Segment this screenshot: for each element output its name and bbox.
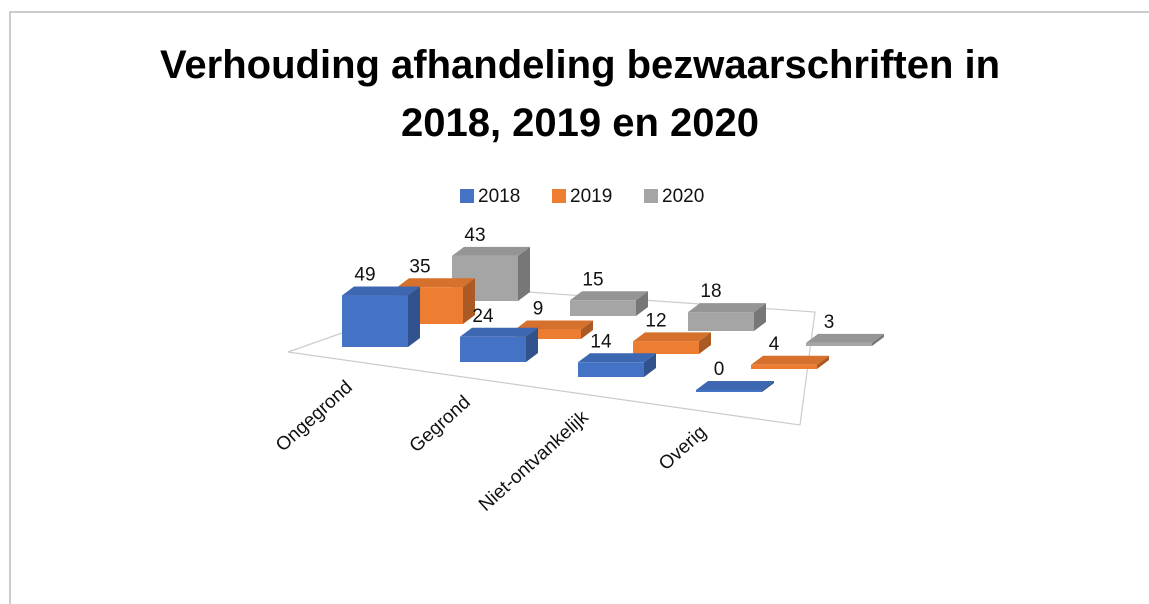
x-tick-label: Ongegrond (272, 377, 357, 456)
bar (570, 291, 648, 316)
bar-top (515, 320, 593, 330)
data-label: 3 (824, 312, 835, 333)
x-tick-label: Overig (655, 422, 711, 475)
data-label: 35 (409, 256, 430, 277)
data-label: 24 (472, 306, 494, 327)
data-label: 14 (590, 331, 612, 352)
bar-side (762, 381, 774, 392)
legend-swatch (644, 189, 658, 203)
legend-swatch (460, 189, 474, 203)
bar-side (699, 332, 711, 354)
bar-top (452, 246, 530, 256)
data-label: 12 (645, 310, 666, 331)
bar-front (342, 295, 408, 347)
bar-top (633, 332, 711, 342)
x-tick-label: Gegrond (406, 392, 475, 457)
bar-side (518, 246, 530, 301)
bar-top (806, 333, 884, 343)
legend-label: 2018 (478, 186, 520, 207)
bar-top (460, 327, 538, 337)
bar-top (688, 303, 766, 313)
bar-side (636, 291, 648, 316)
bar-side (644, 353, 656, 377)
bar-top (342, 286, 420, 296)
bar-side (526, 327, 538, 362)
bar-front (696, 390, 762, 392)
bar-top (578, 353, 656, 363)
data-label: 18 (700, 281, 721, 302)
data-label: 43 (464, 225, 485, 246)
bar (578, 353, 656, 377)
data-label: 49 (354, 265, 375, 286)
legend-swatch (552, 189, 566, 203)
legend-label: 2019 (570, 186, 612, 207)
bar (751, 355, 829, 369)
bar-side (754, 303, 766, 331)
bar-top (696, 381, 774, 390)
bar (633, 332, 711, 354)
bar-front (515, 329, 581, 339)
data-label: 9 (533, 299, 544, 320)
chart-title: Verhouding afhandeling bezwaarschriften … (159, 43, 1001, 145)
data-label: 15 (582, 269, 603, 290)
bar-side (817, 355, 829, 369)
bar-top (397, 278, 475, 288)
bar (806, 333, 884, 346)
frame-border (9, 11, 1149, 604)
bar-front (806, 342, 872, 346)
bar (342, 286, 420, 347)
x-tick-label: Niet-ontvankelijk (475, 407, 593, 516)
bar-front (751, 364, 817, 369)
bar-top (751, 355, 829, 365)
bar-side (463, 278, 475, 324)
bar-front (570, 300, 636, 316)
bar (696, 381, 774, 392)
bar-front (578, 362, 644, 377)
bar (460, 327, 538, 362)
bar (688, 303, 766, 331)
bar-front (633, 341, 699, 354)
bar-side (408, 286, 420, 347)
bar-side (872, 333, 884, 346)
bar (515, 320, 593, 339)
bar-front (460, 336, 526, 362)
data-label: 0 (714, 359, 725, 380)
bar-top (570, 291, 648, 301)
bar-side (581, 320, 593, 339)
data-label: 4 (769, 334, 780, 355)
bar-front (688, 312, 754, 331)
legend-label: 2020 (662, 186, 704, 207)
